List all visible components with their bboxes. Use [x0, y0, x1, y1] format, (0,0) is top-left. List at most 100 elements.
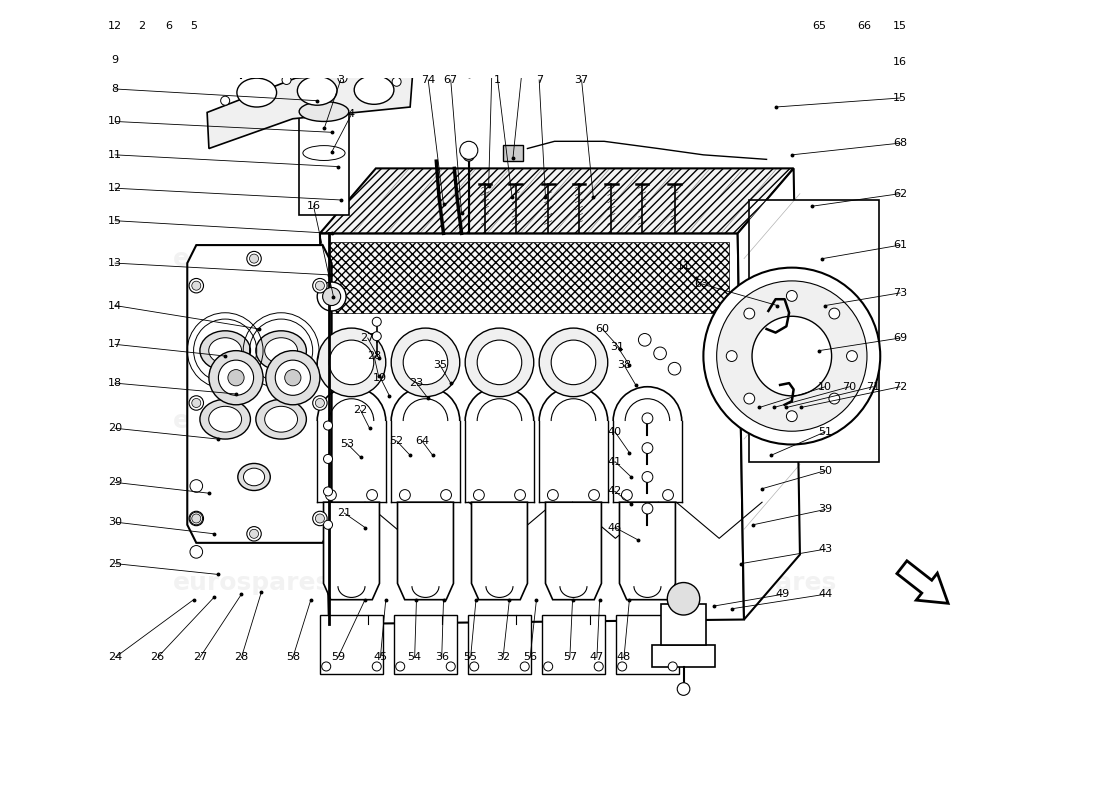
Text: 18: 18	[108, 378, 122, 388]
Text: 41: 41	[608, 457, 622, 466]
Text: 16: 16	[307, 202, 320, 211]
Circle shape	[396, 662, 405, 671]
Text: 17: 17	[108, 339, 122, 350]
Circle shape	[463, 150, 474, 161]
Bar	[542, 615, 605, 674]
Text: 3: 3	[338, 75, 344, 85]
Text: 46: 46	[608, 522, 622, 533]
Circle shape	[447, 662, 455, 671]
Circle shape	[653, 347, 667, 360]
Circle shape	[266, 350, 320, 405]
Text: 15: 15	[108, 216, 122, 226]
Circle shape	[829, 393, 839, 404]
Text: 9: 9	[111, 55, 119, 65]
Circle shape	[312, 511, 327, 526]
Bar	[468, 615, 531, 674]
Text: 12: 12	[108, 183, 122, 194]
Polygon shape	[397, 502, 453, 600]
Circle shape	[234, 35, 249, 50]
Polygon shape	[472, 502, 527, 600]
Ellipse shape	[297, 76, 337, 106]
Text: 71: 71	[866, 382, 880, 392]
Text: 26: 26	[151, 653, 165, 662]
Ellipse shape	[236, 78, 276, 107]
Text: 67: 67	[443, 75, 458, 85]
Polygon shape	[738, 168, 800, 619]
Text: 32: 32	[496, 653, 510, 662]
Circle shape	[726, 350, 737, 362]
Circle shape	[588, 490, 600, 501]
Text: 62: 62	[893, 189, 907, 198]
Circle shape	[209, 350, 263, 405]
Polygon shape	[329, 242, 728, 313]
Circle shape	[460, 142, 477, 159]
Circle shape	[317, 328, 386, 397]
Text: 11: 11	[108, 150, 122, 160]
Polygon shape	[323, 502, 379, 600]
Text: eurospares: eurospares	[173, 571, 331, 595]
Text: 39: 39	[818, 505, 833, 514]
Text: 11: 11	[676, 261, 691, 271]
Text: eurospares: eurospares	[443, 246, 602, 270]
Text: 51: 51	[818, 427, 833, 437]
Text: 27: 27	[192, 653, 207, 662]
Text: 65: 65	[812, 21, 826, 31]
Circle shape	[190, 546, 202, 558]
Circle shape	[470, 662, 478, 671]
Text: 53: 53	[340, 438, 354, 449]
Circle shape	[282, 75, 292, 85]
Text: 35: 35	[433, 360, 447, 370]
Circle shape	[668, 662, 678, 671]
Polygon shape	[320, 234, 744, 624]
Ellipse shape	[256, 399, 307, 439]
Circle shape	[228, 370, 244, 386]
Polygon shape	[187, 245, 331, 543]
Text: eurospares: eurospares	[173, 246, 331, 270]
Circle shape	[219, 360, 254, 395]
Text: 28: 28	[234, 653, 249, 662]
Circle shape	[744, 308, 755, 319]
Text: 23: 23	[409, 378, 424, 388]
Text: 69: 69	[893, 333, 907, 343]
Text: 42: 42	[608, 486, 623, 497]
Circle shape	[638, 334, 651, 346]
Circle shape	[317, 282, 346, 311]
Ellipse shape	[265, 406, 297, 432]
Circle shape	[323, 487, 332, 496]
Circle shape	[543, 662, 552, 671]
Text: 29: 29	[108, 478, 122, 487]
Text: 73: 73	[893, 288, 907, 298]
Text: 10: 10	[108, 117, 122, 126]
Text: 25: 25	[108, 558, 122, 569]
Circle shape	[312, 396, 327, 410]
Bar	[748, 200, 879, 462]
Text: 43: 43	[818, 544, 833, 554]
Text: 52: 52	[389, 436, 404, 446]
Circle shape	[392, 328, 460, 397]
Text: eurospares: eurospares	[443, 571, 602, 595]
Circle shape	[520, 662, 529, 671]
Polygon shape	[320, 168, 793, 234]
Circle shape	[465, 328, 534, 397]
Text: 64: 64	[415, 436, 429, 446]
Text: 58: 58	[286, 653, 300, 662]
Circle shape	[372, 662, 382, 671]
Circle shape	[316, 281, 324, 290]
Text: eurospares: eurospares	[443, 409, 602, 433]
Text: 5: 5	[190, 21, 197, 31]
Text: 68: 68	[893, 138, 907, 148]
Text: 19: 19	[373, 373, 387, 382]
Circle shape	[246, 251, 262, 266]
Ellipse shape	[209, 406, 242, 432]
Bar	[503, 145, 522, 161]
Text: 66: 66	[857, 21, 871, 31]
Text: 74: 74	[421, 75, 436, 85]
Text: 13: 13	[108, 258, 122, 268]
Text: eurospares: eurospares	[679, 409, 837, 433]
Circle shape	[322, 287, 341, 306]
Text: 44: 44	[818, 590, 833, 599]
Circle shape	[703, 268, 880, 445]
Text: 63: 63	[694, 279, 708, 289]
Circle shape	[285, 370, 301, 386]
Circle shape	[477, 340, 521, 385]
